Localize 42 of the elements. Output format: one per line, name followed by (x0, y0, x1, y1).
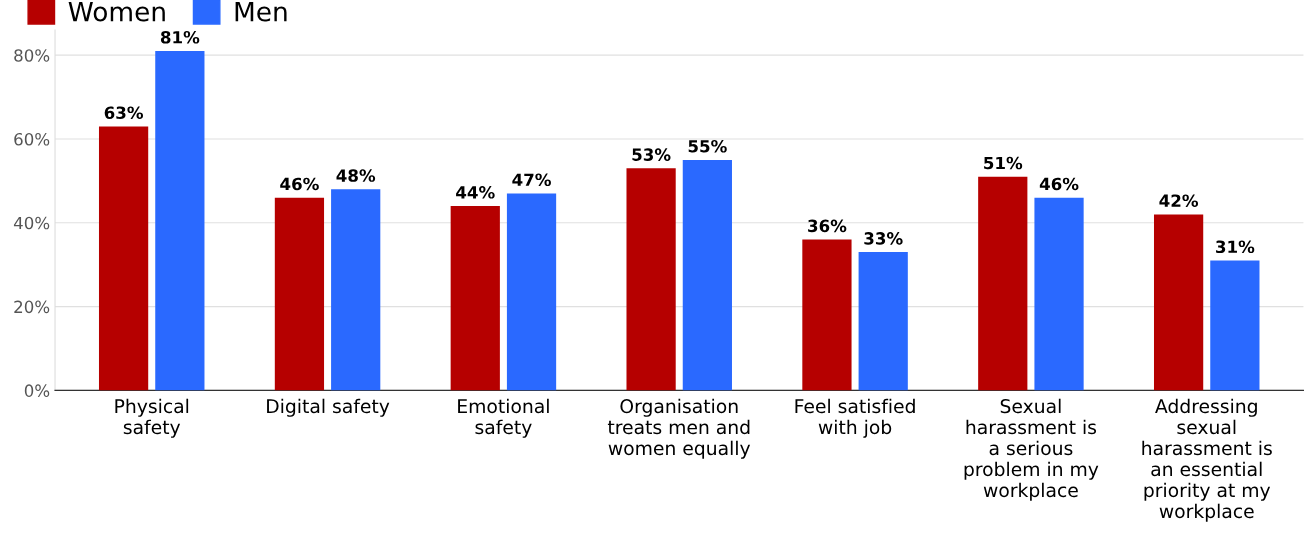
bar (802, 239, 852, 391)
data-label: 33% (864, 232, 903, 245)
bar (331, 189, 381, 391)
data-label: 46% (1039, 177, 1079, 191)
bar (450, 206, 500, 391)
data-label: 55% (688, 139, 727, 153)
bar (978, 176, 1028, 391)
data-label: 48% (336, 169, 376, 182)
x-tick-label: Digital safety (267, 398, 390, 417)
x-tick-label: Physical safety (115, 398, 189, 438)
x-tick-label: Organisation treats men and women equally (607, 398, 751, 459)
bar (155, 50, 205, 391)
bar (682, 159, 732, 391)
bar (274, 197, 325, 391)
data-label: 46% (280, 177, 319, 191)
bar (506, 193, 557, 391)
data-label: 51% (984, 156, 1023, 170)
y-tick-label: 60% (14, 132, 50, 146)
data-label: 36% (808, 219, 847, 233)
legend-label: Women (68, 1, 165, 22)
data-label: 63% (104, 106, 144, 120)
data-label: 44% (456, 186, 495, 199)
data-label: 31% (1216, 240, 1255, 254)
data-label: 47% (512, 173, 551, 187)
x-tick-label: Sexual harassment is a serious problem in my workplace (964, 398, 1099, 501)
data-label: 81% (160, 30, 200, 44)
bar (98, 126, 149, 391)
data-label: 42% (1159, 194, 1199, 207)
y-tick-label: 20% (14, 300, 50, 314)
x-tick-label: Addressing sexual harassment is an essential priority at my workplace (1142, 398, 1272, 522)
bar (1034, 197, 1084, 391)
y-tick-label: 80% (14, 49, 50, 62)
y-tick-label: 40% (13, 216, 50, 230)
bar (858, 252, 908, 391)
bar (626, 168, 676, 391)
bar (1210, 260, 1260, 391)
x-tick-label: Feel satisfied with job (795, 398, 915, 438)
legend-label: Men (235, 1, 287, 22)
x-tick-label: Emotional safety (458, 398, 549, 438)
y-tick-label: 0% (24, 384, 50, 397)
data-label: 53% (632, 148, 671, 161)
bar (1153, 214, 1204, 391)
